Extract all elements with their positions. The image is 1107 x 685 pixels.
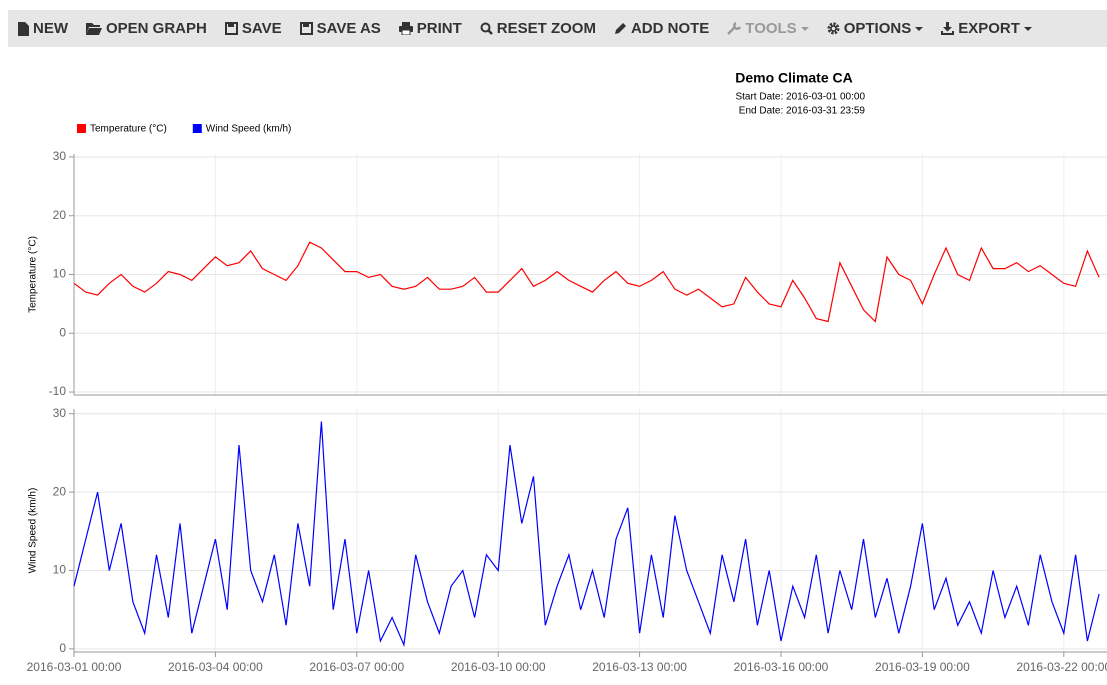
icon	[480, 22, 493, 35]
icon	[86, 23, 102, 35]
x-tick-label: 2016-03-04 00:00	[168, 660, 263, 674]
icon	[941, 22, 955, 35]
label: EXPORT	[958, 20, 1020, 37]
y-tick-label: 0	[59, 325, 66, 339]
tools-menu[interactable]: TOOLS	[727, 20, 809, 37]
icon	[398, 22, 413, 35]
y-tick-label: 20	[53, 208, 67, 222]
icon	[18, 21, 29, 36]
save-button[interactable]: SAVE	[224, 20, 282, 37]
label: NEW	[33, 20, 68, 37]
icon	[224, 22, 238, 35]
series-line	[73, 241, 1100, 323]
new-button[interactable]: NEW	[18, 20, 68, 37]
save-as-button[interactable]: SAVE AS	[299, 20, 381, 37]
y-tick-label: -10	[49, 384, 67, 398]
caret	[1023, 26, 1032, 31]
x-tick-label: 2016-03-01 00:00	[27, 660, 122, 674]
label: OPTIONS	[843, 20, 912, 37]
icon	[727, 21, 742, 35]
caret	[800, 26, 809, 31]
icon	[614, 23, 626, 34]
open-graph-button[interactable]: OPEN GRAPH	[86, 20, 207, 37]
legend-swatch	[77, 124, 86, 133]
y-axis-label: Temperature (°C)	[28, 236, 39, 313]
label: PRINT	[416, 20, 462, 37]
toolbar: NEW OPEN GRAPH SAVE SAVE AS PRINT RESET …	[8, 10, 1107, 47]
label: RESET ZOOM	[496, 20, 596, 37]
legend-label: Wind Speed (km/h)	[206, 124, 292, 135]
label: ADD NOTE	[630, 20, 710, 37]
chart-title: Demo Climate CA	[735, 70, 852, 86]
legend-swatch	[192, 124, 202, 133]
label: SAVE	[241, 20, 282, 37]
end-date: End Date: 2016-03-31 23:59	[739, 106, 866, 117]
series-line	[73, 421, 1100, 648]
legend-label: Temperature (°C)	[90, 124, 167, 135]
y-tick-label: 10	[53, 563, 67, 577]
label: SAVE AS	[316, 20, 381, 37]
y-tick-label: 0	[59, 641, 66, 655]
print-button[interactable]: PRINT	[398, 20, 462, 37]
y-axis-label: Wind Speed (km/h)	[28, 488, 39, 574]
x-tick-label: 2016-03-19 00:00	[875, 660, 970, 674]
add-note-button[interactable]: ADD NOTE	[614, 20, 709, 37]
x-tick-label: 2016-03-10 00:00	[451, 660, 546, 674]
reset-zoom-button[interactable]: RESET ZOOM	[480, 20, 596, 37]
y-tick-label: 30	[53, 149, 67, 163]
start-date: Start Date: 2016-03-01 00:00	[735, 92, 865, 103]
x-tick-label: 2016-03-16 00:00	[734, 660, 829, 674]
x-tick-label: 2016-03-13 00:00	[592, 660, 687, 674]
options-menu[interactable]: OPTIONS	[827, 20, 924, 37]
y-tick-label: 20	[53, 484, 67, 498]
label: TOOLS	[745, 20, 797, 37]
y-tick-label: 10	[53, 267, 67, 281]
y-tick-label: 30	[53, 406, 67, 420]
icon	[299, 22, 313, 35]
x-tick-label: 2016-03-07 00:00	[309, 660, 404, 674]
icon	[827, 22, 840, 35]
x-tick-label: 2016-03-22 00:00	[1016, 660, 1107, 674]
caret	[915, 26, 924, 31]
export-menu[interactable]: EXPORT	[941, 20, 1032, 37]
label: OPEN GRAPH	[106, 20, 207, 37]
